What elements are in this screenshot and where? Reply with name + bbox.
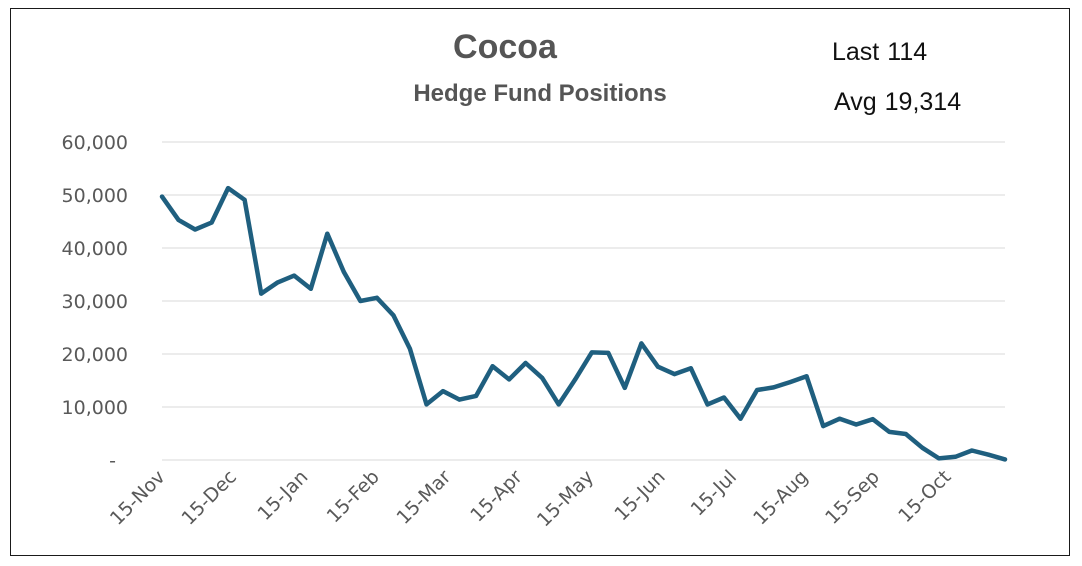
data-point [705, 402, 710, 407]
data-point [507, 377, 512, 382]
data-point [474, 393, 479, 398]
data-point [209, 220, 214, 225]
data-point [308, 286, 313, 291]
y-tick-label: - [109, 450, 116, 472]
x-tick-label: 15-Nov [106, 466, 170, 530]
series-layer [159, 185, 1008, 462]
avg-value-annotation: Avg 19,314 [834, 88, 961, 117]
avg-value: 19,314 [884, 88, 962, 116]
data-point [407, 346, 412, 351]
data-point [540, 375, 545, 380]
data-point [490, 364, 495, 369]
x-tick-label: 15-Jun [610, 466, 669, 525]
data-point [622, 385, 627, 390]
data-point [887, 429, 892, 434]
x-tick-label: 15-Dec [177, 466, 241, 530]
y-tick-label: 60,000 [62, 132, 128, 154]
last-label: Last [832, 38, 880, 66]
data-point [969, 448, 974, 453]
data-point [755, 388, 760, 392]
data-point [457, 397, 462, 402]
data-point [424, 402, 429, 407]
data-point [953, 454, 958, 459]
data-point [738, 416, 743, 421]
x-tick-label: 15-May [533, 466, 598, 531]
last-value: 114 [887, 38, 928, 66]
x-tick-label: 15-Mar [392, 466, 455, 529]
data-point [325, 231, 330, 236]
x-tick-label: 15-Aug [749, 466, 812, 529]
data-point [936, 456, 941, 461]
series-line [159, 185, 1008, 462]
data-point [226, 186, 231, 191]
y-axis-ticks: - 10,000 20,000 30,000 40,000 50,000 60,000 [62, 132, 128, 472]
x-tick-label: 15-Apr [466, 466, 527, 527]
data-point [193, 227, 198, 232]
data-point [292, 273, 297, 278]
data-point [986, 452, 991, 457]
data-point [788, 380, 793, 385]
data-point [573, 377, 578, 382]
y-tick-label: 40,000 [62, 238, 128, 260]
data-point [688, 366, 693, 371]
data-point [672, 372, 677, 377]
x-axis-ticks: 15-Nov 15-Dec 15-Jan 15-Feb 15-Mar 15-Apr 15-M… [106, 466, 956, 531]
data-point [870, 417, 875, 422]
data-point [242, 197, 247, 202]
data-point [837, 416, 842, 421]
data-point [441, 389, 445, 394]
data-point [920, 445, 925, 450]
data-point [523, 361, 528, 365]
gridlines [162, 141, 1005, 461]
chart-title: Cocoa [453, 28, 557, 66]
data-point [589, 350, 594, 355]
chart-subtitle: Hedge Fund Positions [413, 80, 667, 107]
last-value-annotation: Last 114 [832, 38, 927, 67]
data-point [556, 402, 561, 407]
data-point [903, 432, 908, 436]
y-tick-label: 50,000 [62, 185, 128, 207]
data-point [374, 295, 379, 300]
y-tick-label: 30,000 [62, 291, 128, 313]
data-point [341, 269, 346, 274]
data-point [722, 395, 726, 400]
data-point [655, 364, 660, 369]
x-tick-label: 15-Feb [323, 466, 384, 527]
data-point [176, 217, 181, 222]
chart-frame [10, 8, 1070, 556]
avg-label: Avg [834, 88, 877, 116]
data-point [1003, 457, 1007, 462]
data-point [358, 299, 363, 303]
data-point [639, 341, 644, 346]
x-tick-label: 15-Jul [687, 466, 741, 520]
data-point [259, 291, 264, 296]
x-tick-label: 15-Sep [821, 466, 884, 529]
x-tick-label: 15-Jan [253, 466, 312, 525]
data-point [160, 194, 164, 199]
y-tick-label: 20,000 [62, 344, 128, 366]
data-point [771, 385, 776, 390]
data-point [821, 424, 826, 429]
y-tick-label: 10,000 [62, 397, 128, 419]
data-point [391, 313, 396, 318]
x-tick-label: 15-Oct [894, 466, 955, 527]
data-point [804, 374, 809, 379]
data-point [275, 280, 280, 285]
data-point [854, 422, 859, 427]
data-point [606, 350, 611, 355]
